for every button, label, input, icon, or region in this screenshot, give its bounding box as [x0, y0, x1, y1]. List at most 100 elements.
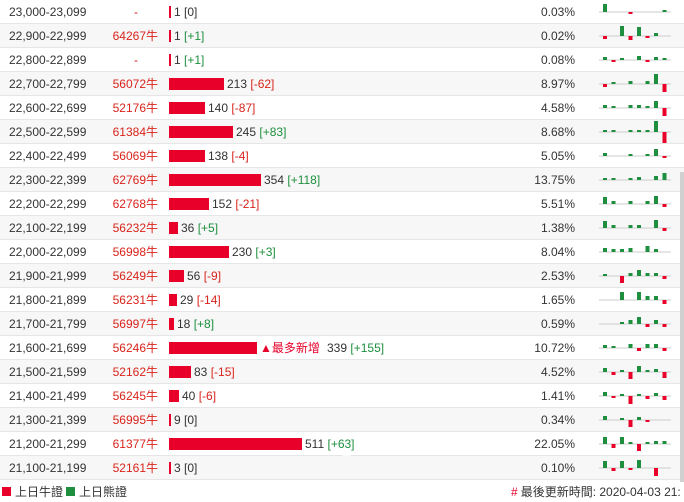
most-added-note: ▲最多新增: [260, 341, 320, 355]
sparkline-bear-bar: [637, 105, 641, 108]
quantity-change: [+1]: [184, 29, 205, 43]
percentage: 0.08%: [540, 53, 575, 67]
quantity-value: 1 [0]: [174, 0, 197, 24]
quantity-value: 18 [+8]: [177, 312, 214, 336]
cbbc-code-link[interactable]: 62768牛: [112, 197, 158, 211]
sparkline-bear-bar: [645, 246, 650, 252]
cbbc-code-link[interactable]: 52162牛: [112, 365, 158, 379]
table-row[interactable]: 22,100-22,199 56232牛 36 [+5] 1.38%: [0, 216, 684, 240]
percentage: 8.04%: [540, 245, 575, 259]
sparkline-bull-bar: [611, 444, 616, 448]
table-row[interactable]: 22,400-22,499 56069牛 138 [-4] 5.05%: [0, 144, 684, 168]
legend-bull: 上日牛證: [2, 482, 63, 502]
table-row[interactable]: 22,700-22,799 56072牛 213 [-62] 8.97%: [0, 72, 684, 96]
quantity-number: 18: [177, 317, 191, 331]
sparkline-bear-bar: [611, 178, 616, 180]
sparkline-bull-bar: [645, 396, 650, 399]
table-row[interactable]: 23,000-23,099 - 1 [0] 0.03%: [0, 0, 684, 24]
percentage: 4.52%: [540, 365, 575, 379]
sparkline-chart: [599, 270, 671, 283]
cbbc-code-link[interactable]: 56995牛: [112, 413, 158, 427]
cbbc-code-link: -: [134, 5, 138, 19]
sparkline-bull-bar: [628, 468, 633, 470]
table-row[interactable]: 21,600-21,699 56246牛 ▲最多新增 339 [+155] 10.72%: [0, 336, 684, 360]
scrollbar[interactable]: [680, 172, 684, 482]
cbbc-code-link[interactable]: 52161牛: [112, 461, 158, 475]
percentage: 5.05%: [540, 149, 575, 163]
sparkline-bull-bar: [645, 324, 650, 327]
cbbc-code-link[interactable]: 62769牛: [112, 173, 158, 187]
table-row[interactable]: 21,300-21,399 56995牛 9 [0] 0.34%: [0, 408, 684, 432]
quantity-bar: [169, 174, 261, 186]
cbbc-code-link[interactable]: 56232牛: [112, 221, 158, 235]
sparkline-bear-bar: [620, 249, 624, 252]
quantity-number: 3: [174, 461, 181, 475]
bear-swatch-icon: [66, 487, 75, 497]
quantity-value: 511 [+63]: [305, 432, 355, 456]
sparkline-bear-bar: [628, 225, 633, 228]
sparkline-bull-bar: [611, 372, 616, 375]
cbbc-code-link[interactable]: 61377牛: [112, 437, 158, 451]
cbbc-code-link[interactable]: 56069牛: [112, 149, 158, 163]
table-row[interactable]: 22,800-22,899 - 1 [+1] 0.08%: [0, 48, 684, 72]
cbbc-code-link[interactable]: 56072牛: [112, 77, 158, 91]
quantity-value: 245 [+83]: [236, 120, 286, 144]
sparkline-chart: [599, 56, 671, 62]
sparkline-bull-bar: [645, 36, 650, 38]
sparkline-bear-bar: [628, 201, 633, 204]
sparkline-bull-bar: [645, 60, 650, 62]
sparkline-bear-bar: [603, 4, 607, 12]
legend-bull-label: 上日牛證: [15, 485, 64, 499]
table-row[interactable]: 21,500-21,599 52162牛 83 [-15] 4.52%: [0, 360, 684, 384]
strike-range: 21,500-21,599: [9, 365, 87, 379]
cbbc-code-link[interactable]: 56245牛: [112, 389, 158, 403]
table-row[interactable]: 22,600-22,699 52176牛 140 [-87] 4.58%: [0, 96, 684, 120]
cbbc-code-link[interactable]: 56246牛: [112, 341, 158, 355]
quantity-change: [+118]: [287, 173, 321, 187]
table-row[interactable]: 21,800-21,899 56231牛 29 [-14] 1.65%: [0, 288, 684, 312]
sparkline-bull-bar: [662, 348, 667, 351]
percentage: 0.10%: [540, 461, 575, 475]
cbbc-code-link[interactable]: 56998牛: [112, 245, 158, 259]
quantity-change: [0]: [184, 461, 198, 475]
cbbc-code-link[interactable]: 56249牛: [112, 269, 158, 283]
cbbc-code-link[interactable]: 56997牛: [112, 317, 158, 331]
sparkline-bear-bar: [645, 344, 650, 348]
quantity-bar: [169, 366, 191, 378]
strike-range: 22,700-22,799: [9, 77, 87, 91]
table-row[interactable]: 21,900-21,999 56249牛 56 [-9] 2.53%: [0, 264, 684, 288]
cbbc-code-link[interactable]: 56231牛: [112, 293, 158, 307]
table-row[interactable]: 22,500-22,599 61384牛 245 [+83] 8.68%: [0, 120, 684, 144]
sparkline-bear-bar: [628, 178, 633, 180]
quantity-number: 9: [174, 413, 181, 427]
cbbc-code-link[interactable]: 61384牛: [112, 125, 158, 139]
last-updated: # 最後更新時間: 2020-04-03 21:: [511, 482, 681, 502]
table-row[interactable]: 21,700-21,799 56997牛 18 [+8] 0.59%: [0, 312, 684, 336]
sparkline-bull-bar: [628, 372, 633, 379]
sparkline-bear-bar: [628, 81, 633, 84]
sparkline-bear-bar: [645, 154, 650, 156]
sparkline-bear-bar: [611, 130, 616, 132]
sparkline-chart: [599, 220, 671, 231]
table-row[interactable]: 21,200-21,299 61377牛重貨區511 [+63] 22.05%: [0, 432, 684, 474]
quantity-change: [+8]: [193, 317, 215, 331]
quantity-value: 36 [+5]: [181, 216, 218, 240]
table-row[interactable]: 22,200-22,299 62768牛 152 [-21] 5.51%: [0, 192, 684, 216]
table-row[interactable]: 22,300-22,399 62769牛 354 [+118] 13.75%: [0, 168, 684, 192]
sparkline-chart: [599, 121, 671, 143]
sparkline-bear-bar: [662, 173, 667, 180]
table-row[interactable]: 21,400-21,499 56245牛 40 [-6] 1.41%: [0, 384, 684, 408]
quantity-value: 339 [+155]: [327, 336, 384, 360]
sparkline-bear-bar: [637, 460, 641, 468]
table-row[interactable]: 22,000-22,099 56998牛 230 [+3] 8.04%: [0, 240, 684, 264]
cbbc-code-link[interactable]: 64267牛: [112, 29, 158, 43]
sparkline-bear-bar: [628, 442, 633, 444]
cbbc-code-link[interactable]: 52176牛: [112, 101, 158, 115]
sparkline-bull-bar: [620, 276, 624, 283]
sparkline-bear-bar: [603, 178, 607, 180]
table-row[interactable]: 22,900-22,999 64267牛 1 [+1] 0.02%: [0, 24, 684, 48]
sparkline-bear-bar: [654, 33, 658, 36]
percentage: 4.58%: [540, 101, 575, 115]
table-row[interactable]: 21,100-21,199 52161牛 3 [0] 0.10%: [0, 456, 684, 480]
strike-range: 22,800-22,899: [9, 53, 87, 67]
